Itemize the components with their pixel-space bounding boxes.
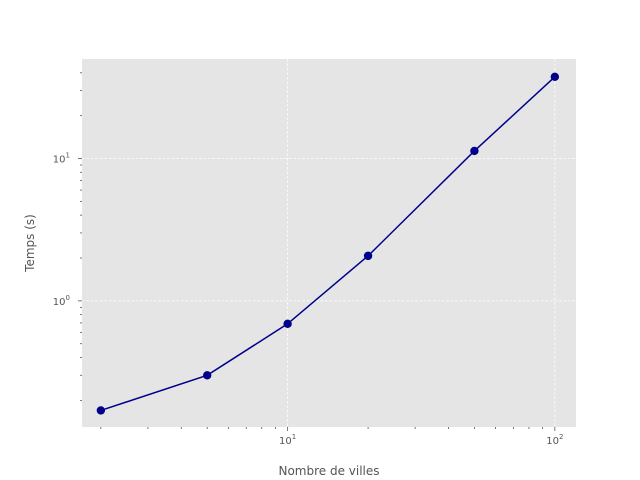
- series-layer: [96, 72, 560, 415]
- y-tick-label: 101: [53, 152, 70, 166]
- data-point: [96, 406, 106, 415]
- data-point: [550, 72, 560, 81]
- data-point: [283, 319, 292, 329]
- y-tick-exponent: 0: [66, 294, 70, 302]
- y-axis-label: Temps (s): [23, 214, 37, 273]
- data-point: [202, 371, 212, 380]
- y-tick-label: 100: [53, 294, 70, 308]
- grid: [82, 59, 576, 427]
- x-tick-exponent: 2: [559, 433, 563, 441]
- x-axis-label: Nombre de villes: [278, 464, 379, 478]
- data-point: [363, 251, 373, 261]
- plot-area: [82, 59, 576, 427]
- data-point: [470, 146, 479, 156]
- series-line: [100, 76, 556, 412]
- x-tick-label: 101: [279, 433, 296, 447]
- x-tick-exponent: 1: [292, 433, 296, 441]
- x-tick-label: 102: [546, 433, 563, 447]
- y-tick-exponent: 1: [66, 152, 70, 160]
- minor-ticks: [80, 72, 544, 429]
